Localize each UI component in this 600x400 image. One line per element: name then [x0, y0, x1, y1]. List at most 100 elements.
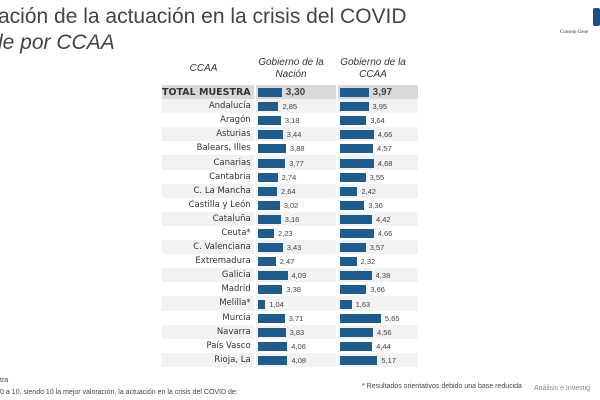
ccaa-value: 1,63: [355, 299, 371, 309]
nacion-value: 3,30: [285, 86, 306, 98]
ccaa-bar: [339, 257, 357, 267]
footer-base: tra: [0, 377, 9, 384]
ccaa-bar: [339, 214, 372, 224]
table-row: Melilla* 1,04 1,63: [162, 296, 418, 311]
nacion-cell: 2,74: [253, 169, 336, 184]
table-row: País Vasco 4,06 4,44: [162, 338, 418, 353]
ccaa-cell: 3,64: [335, 113, 418, 128]
table-row: Castilla y León 3,02 3,36: [162, 197, 418, 212]
nacion-value: 2,47: [279, 257, 295, 267]
ccaa-cell: 4,42: [335, 211, 418, 226]
nacion-value: 3,83: [289, 327, 305, 337]
nacion-cell: 3,38: [253, 282, 336, 297]
ccaa-value: 4,66: [377, 130, 393, 140]
ccaa-cell: 4,57: [335, 141, 418, 156]
nacion-value: 2,85: [282, 102, 298, 112]
nacion-value: 4,06: [291, 341, 306, 351]
row-label: País Vasco: [162, 338, 254, 353]
ccaa-bar: [339, 116, 367, 126]
ccaa-bar: [339, 271, 372, 281]
ccaa-bar: [339, 130, 374, 140]
total-row: TOTAL MUESTRA 3,30 3,97: [162, 85, 418, 100]
slide-subtitle: le por CCAA: [0, 31, 115, 54]
ccaa-bar: [339, 355, 378, 365]
nacion-bar: [257, 327, 286, 337]
nacion-bar: [257, 355, 288, 365]
row-label: C. Valenciana: [162, 240, 254, 255]
ccaa-value: 4,66: [377, 229, 393, 239]
ccaa-value: 4,56: [376, 327, 392, 337]
ccaa-bar: [339, 299, 352, 309]
nacion-value: 3,16: [284, 214, 300, 224]
nacion-cell: 4,06: [253, 338, 336, 353]
table-row: Ceuta* 2,23 4,66: [162, 225, 418, 241]
nacion-cell: 3,30: [253, 85, 336, 100]
table-row: Asturias 3,44 4,66: [162, 127, 418, 142]
ccaa-bar: [339, 87, 369, 97]
ccaa-value: 2,42: [361, 186, 376, 196]
footer-question: 0 a 10, siendo 10 la mejor valoración, l…: [0, 389, 238, 396]
nacion-bar: [257, 271, 288, 281]
ccaa-bar: [339, 313, 381, 323]
row-label: Canarias: [162, 155, 254, 170]
header-gobierno-ccaa: Gobierno de la CCAA: [340, 57, 406, 80]
nacion-value: 3,38: [286, 285, 301, 295]
row-label: Melilla*: [162, 296, 254, 311]
row-label: Asturias: [162, 127, 254, 142]
nacion-cell: 4,09: [253, 268, 336, 283]
ccaa-value: 2,32: [360, 257, 376, 267]
ccaa-cell: 3,95: [335, 99, 418, 114]
nacion-cell: 1,04: [253, 296, 336, 311]
ccaa-cell: 5,65: [335, 310, 418, 325]
nacion-value: 2,74: [281, 172, 297, 182]
nacion-bar: [257, 299, 266, 309]
nacion-bar: [257, 341, 288, 351]
ccaa-value: 4,68: [377, 158, 393, 168]
row-label: Rioja, La: [162, 352, 254, 367]
nacion-value: 2,64: [280, 186, 296, 196]
nacion-value: 3,88: [289, 144, 305, 154]
table-row: Navarra 3,83 4,56: [162, 324, 418, 339]
ccaa-bar: [339, 172, 366, 182]
nacion-bar: [257, 144, 286, 154]
nacion-value: 4,08: [291, 355, 307, 365]
row-label: Cataluña: [162, 211, 254, 226]
ccaa-bar: [339, 243, 366, 253]
ccaa-value: 4,38: [375, 271, 391, 281]
ccaa-value: 3,95: [372, 102, 388, 112]
slide-title: ación de la actuación en la crisis del C…: [0, 5, 407, 28]
nacion-bar: [257, 102, 279, 112]
row-label: Galicia: [162, 268, 254, 283]
ccaa-value: 5,17: [381, 355, 397, 365]
nacion-value: 3,43: [286, 243, 302, 253]
table-row: Galicia 4,09 4,38: [162, 268, 418, 283]
nacion-bar: [257, 130, 283, 140]
ccaa-bar: [339, 102, 369, 112]
nacion-bar: [257, 158, 286, 168]
row-label: C. La Mancha: [162, 183, 254, 198]
nacion-bar: [257, 172, 278, 182]
ccaa-value: 3,66: [370, 285, 385, 295]
nacion-bar: [257, 186, 277, 196]
ccaa-value: 4,42: [375, 214, 391, 224]
ccaa-bar: [339, 285, 367, 295]
table-row: Cataluña 3,16 4,42: [162, 211, 418, 226]
footer-note: * Resultados orientativos debido una bas…: [362, 383, 522, 390]
row-label: TOTAL MUESTRA: [162, 85, 254, 100]
ccaa-bar: [339, 341, 373, 351]
nacion-cell: 3,77: [253, 155, 336, 170]
ccaa-cell: 2,32: [335, 254, 418, 269]
ccaa-value: 3,55: [369, 172, 385, 182]
header-ccaa: CCAA: [189, 63, 218, 74]
row-label: Madrid: [162, 282, 254, 297]
ccaa-value: 3,97: [372, 86, 393, 98]
table-row: C. La Mancha 2,64 2,42: [162, 183, 418, 198]
nacion-bar: [257, 313, 285, 323]
nacion-cell: 3,16: [253, 211, 336, 226]
ccaa-bar: [339, 158, 374, 168]
nacion-cell: 2,47: [253, 254, 336, 269]
nacion-value: 4,09: [291, 271, 307, 281]
nacion-bar: [257, 285, 283, 295]
nacion-cell: 3,88: [253, 141, 336, 156]
row-label: Aragón: [162, 113, 254, 128]
